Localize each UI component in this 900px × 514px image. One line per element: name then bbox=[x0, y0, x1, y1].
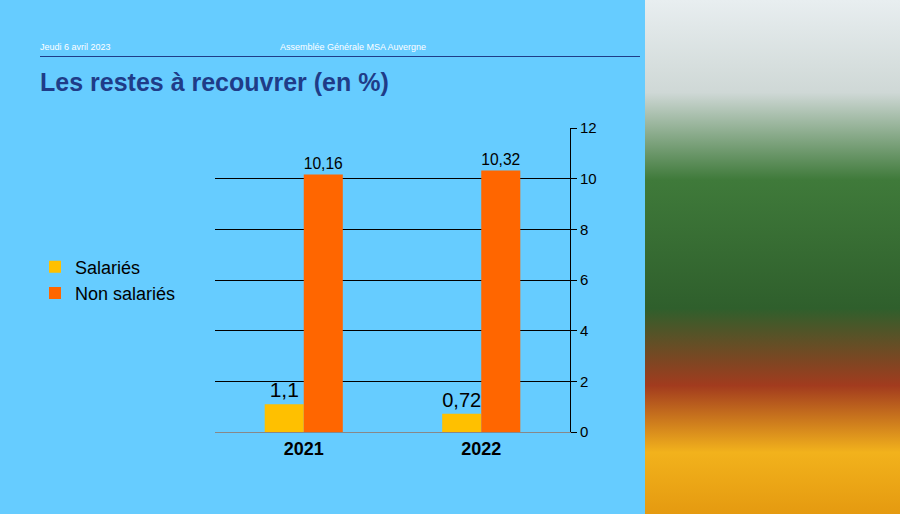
svg-text:2: 2 bbox=[580, 373, 588, 390]
svg-text:4: 4 bbox=[580, 322, 588, 339]
svg-text:2021: 2021 bbox=[284, 439, 324, 459]
html-text:Jeudi 6 avril 2023: Jeudi 6 avril 2023 bbox=[40, 42, 111, 52]
svg-text:10,32: 10,32 bbox=[481, 151, 520, 168]
svg-text:Salariés: Salariés bbox=[75, 258, 140, 278]
svg-text:0: 0 bbox=[580, 423, 588, 440]
svg-text:12: 12 bbox=[580, 119, 597, 136]
svg-text:2022: 2022 bbox=[461, 439, 501, 459]
svg-text:Non salariés: Non salariés bbox=[75, 284, 175, 304]
svg-text:10: 10 bbox=[580, 170, 597, 187]
svg-text:10,16: 10,16 bbox=[304, 155, 343, 172]
svg-text:8: 8 bbox=[580, 221, 588, 238]
html-text:Assemblée Générale MSA Auvergn: Assemblée Générale MSA Auvergne bbox=[280, 42, 427, 52]
svg-text:1,1: 1,1 bbox=[270, 378, 299, 401]
svg-text:6: 6 bbox=[580, 271, 588, 288]
svg-text:0,72: 0,72 bbox=[442, 389, 481, 411]
svg-text:Les restes à recouvrer (en %): Les restes à recouvrer (en %) bbox=[40, 68, 389, 96]
